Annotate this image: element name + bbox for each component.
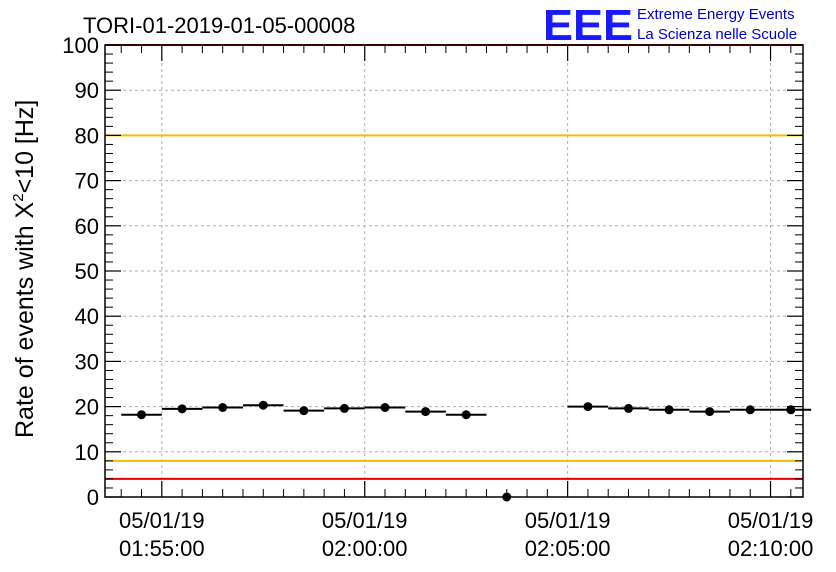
data-point [745, 405, 755, 415]
y-tick-label: 40 [75, 304, 99, 329]
x-tick-date: 05/01/19 [322, 508, 408, 533]
data-point [177, 404, 187, 414]
chart-title: TORI-01-2019-01-05-00008 [83, 13, 355, 38]
y-tick-label: 80 [75, 123, 99, 148]
y-tick-label: 50 [75, 259, 99, 284]
x-tick-time: 02:00:00 [322, 536, 408, 561]
data-point [583, 402, 593, 412]
data-point [624, 403, 633, 413]
data-point [299, 406, 309, 416]
x-tick-date: 05/01/19 [525, 508, 611, 533]
y-axis-label: Rate of events with X2<10 [Hz] [10, 100, 39, 438]
y-tick-label: 70 [75, 169, 99, 194]
y-tick-label: 60 [75, 214, 99, 239]
y-tick-label: 100 [62, 33, 99, 58]
eee-logo: EEE Extreme Energy Events La Scienza nel… [543, 1, 797, 50]
x-tick-date: 05/01/19 [119, 508, 205, 533]
logo-line1: Extreme Energy Events [637, 6, 795, 23]
x-tick-time: 02:05:00 [525, 536, 611, 561]
axis-ticks [105, 44, 803, 498]
data-point [786, 405, 796, 415]
y-axis-label-suffix: <10 [Hz] [11, 100, 39, 194]
data-point [421, 407, 431, 417]
x-tick-time: 01:55:00 [119, 536, 205, 561]
data-point [461, 410, 471, 420]
y-tick-label: 30 [75, 349, 99, 374]
x-tick-labels: 05/01/19 01:55:00 05/01/19 02:00:00 05/01/19… [119, 508, 813, 561]
data-point [218, 403, 228, 413]
data-points [121, 400, 812, 502]
y-axis-label-prefix: Rate of events with X [11, 201, 39, 438]
x-tick-date: 05/01/19 [728, 508, 814, 533]
data-point [137, 410, 147, 420]
y-tick-label: 10 [75, 440, 99, 465]
x-tick-time: 02:10:00 [728, 536, 814, 561]
logo-line2: La Scienza nelle Scuole [637, 26, 797, 43]
data-point [664, 405, 674, 415]
data-point [380, 403, 390, 413]
data-point [339, 403, 349, 413]
y-tick-label: 20 [75, 395, 99, 420]
data-point [258, 400, 268, 410]
y-tick-label: 90 [75, 78, 99, 103]
y-axis-label-sup: 2 [10, 193, 27, 201]
grid-lines [105, 45, 803, 497]
y-tick-labels: 0 10 20 30 40 50 60 70 80 90 100 [62, 33, 99, 510]
logo-mark: EEE [543, 1, 633, 50]
y-tick-label: 0 [87, 485, 99, 510]
data-point [705, 407, 715, 417]
